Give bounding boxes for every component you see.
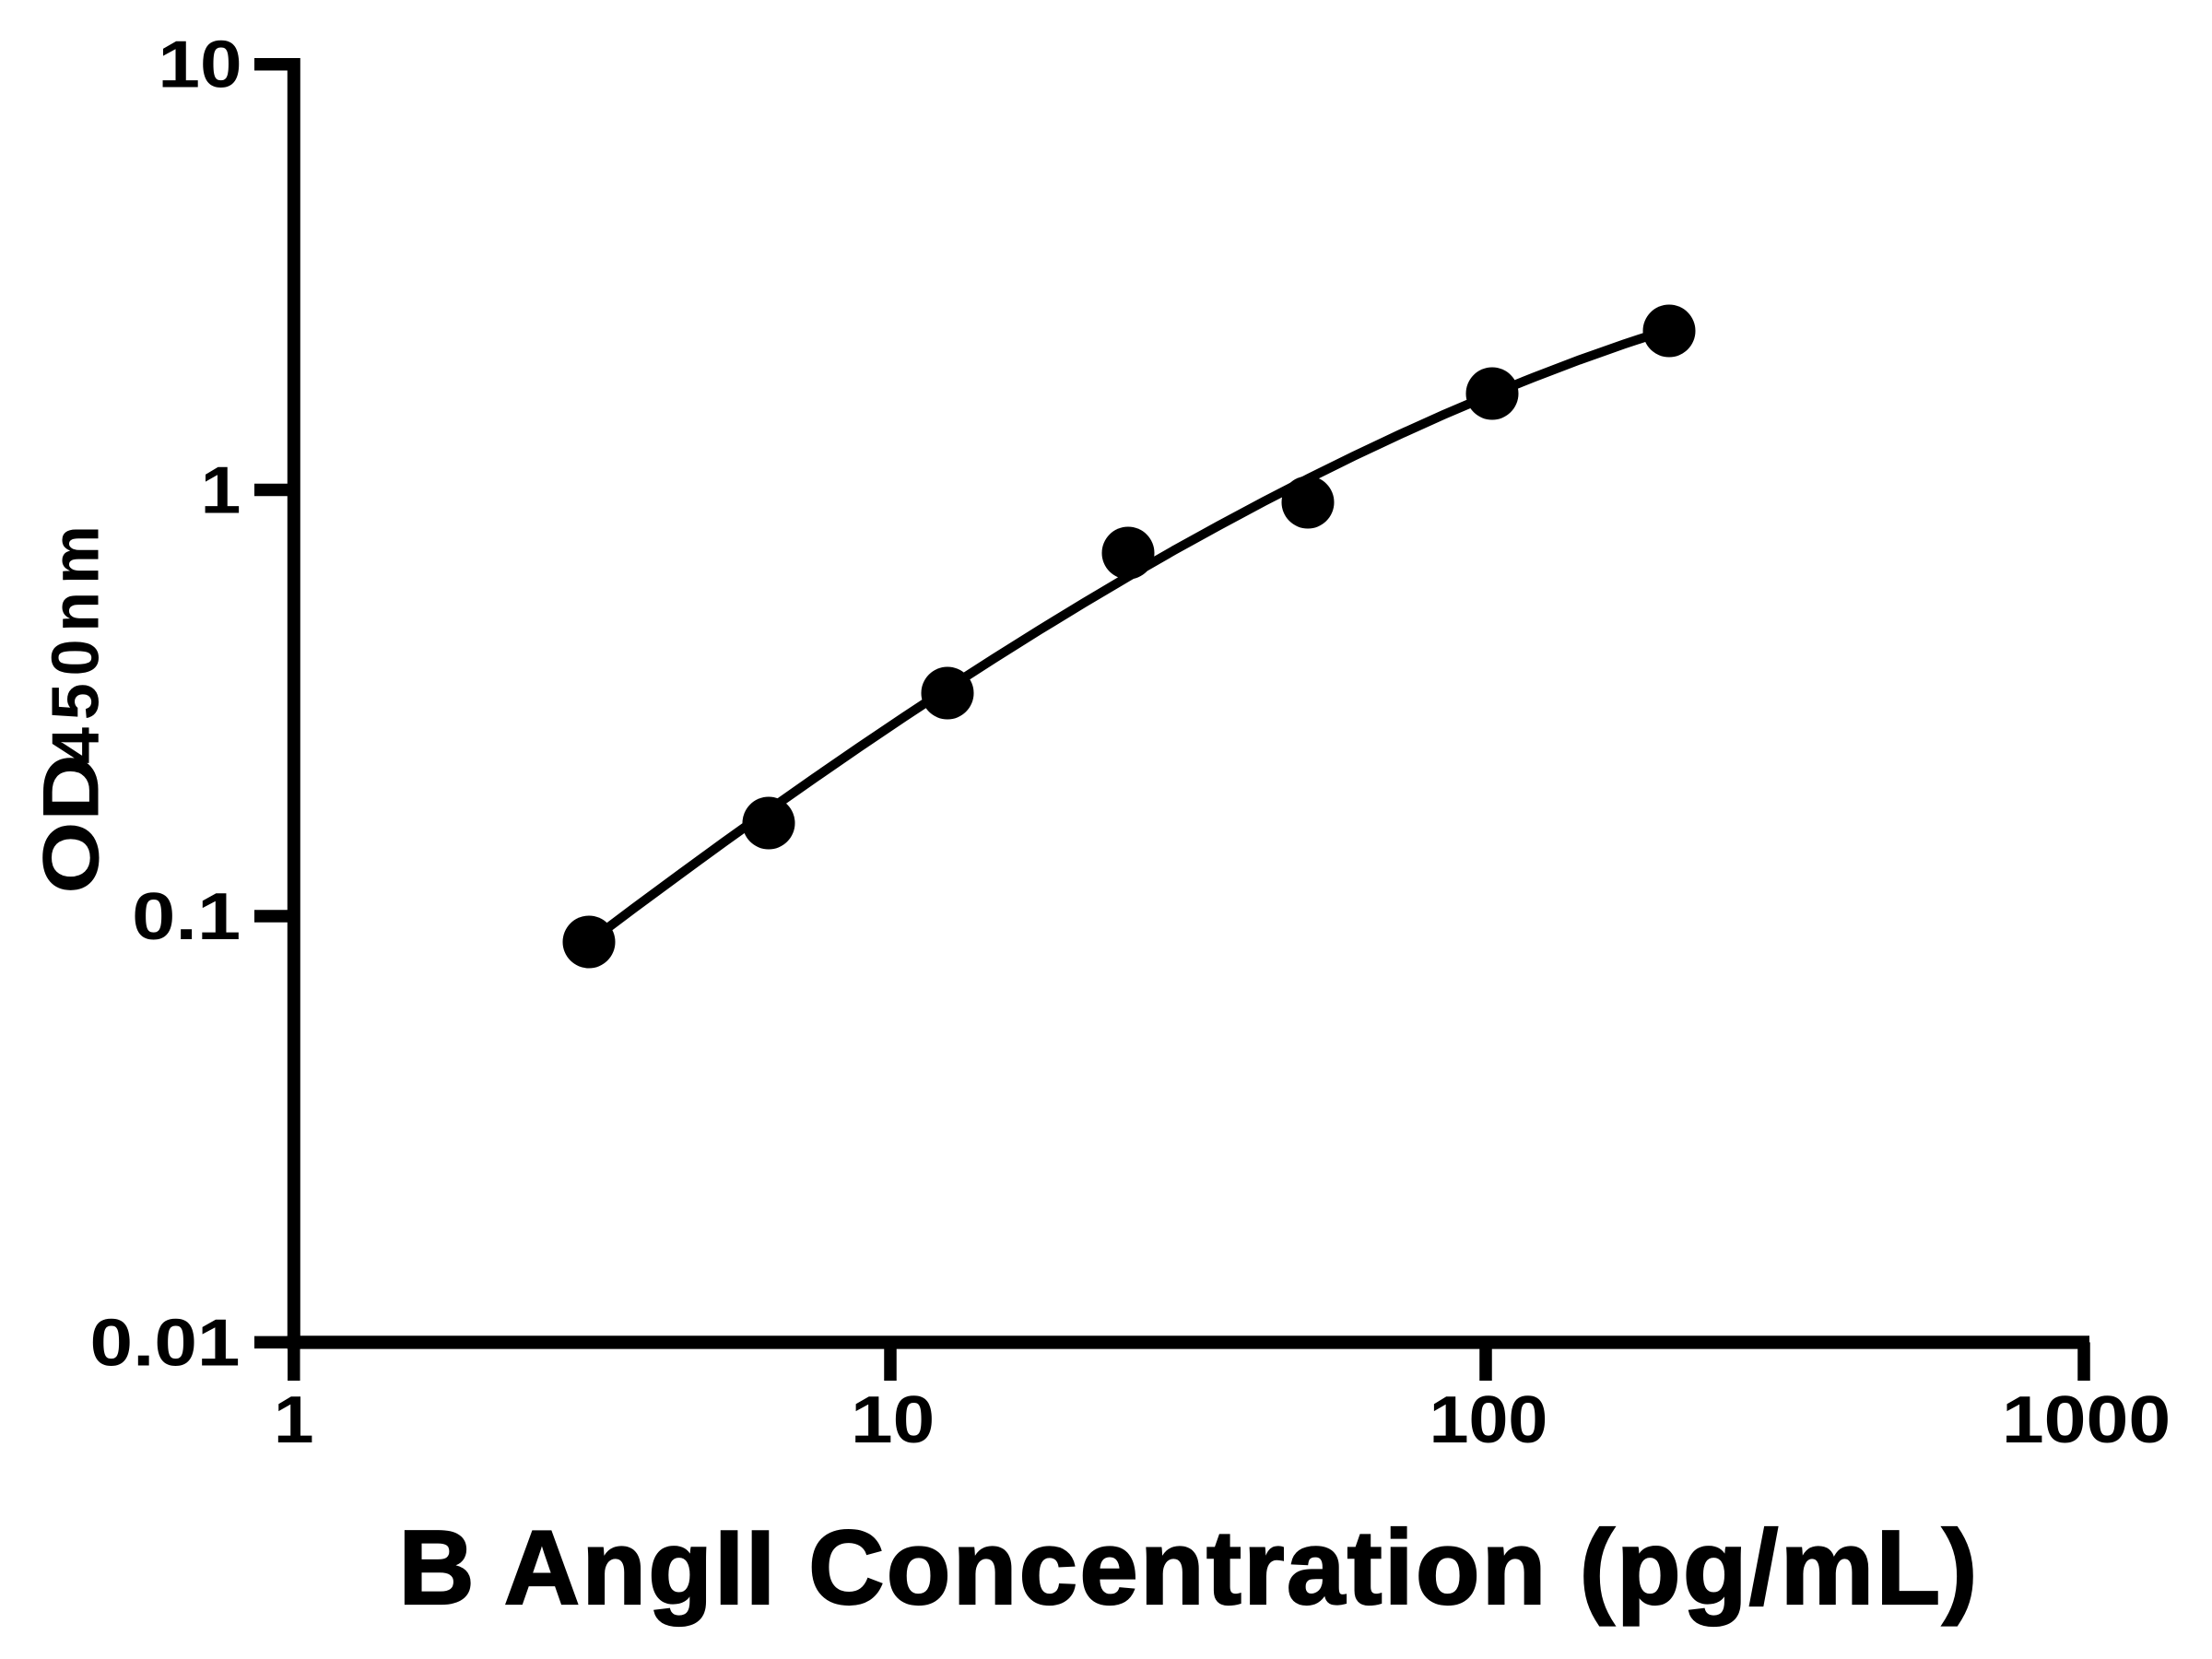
svg-text:B AngII Concentration (pg/mL): B AngII Concentration (pg/mL) bbox=[398, 1510, 1979, 1627]
svg-text:1: 1 bbox=[274, 1383, 314, 1457]
svg-text:1000: 1000 bbox=[2002, 1383, 2171, 1457]
svg-text:450nm: 450nm bbox=[40, 525, 113, 764]
svg-text:100: 100 bbox=[1430, 1383, 1548, 1457]
svg-text:1: 1 bbox=[201, 454, 241, 528]
svg-text:10: 10 bbox=[158, 29, 241, 102]
svg-text:0.01: 0.01 bbox=[90, 1306, 241, 1380]
svg-text:10: 10 bbox=[851, 1383, 935, 1457]
svg-text:0.1: 0.1 bbox=[132, 880, 241, 954]
svg-text:OD: OD bbox=[28, 754, 116, 894]
